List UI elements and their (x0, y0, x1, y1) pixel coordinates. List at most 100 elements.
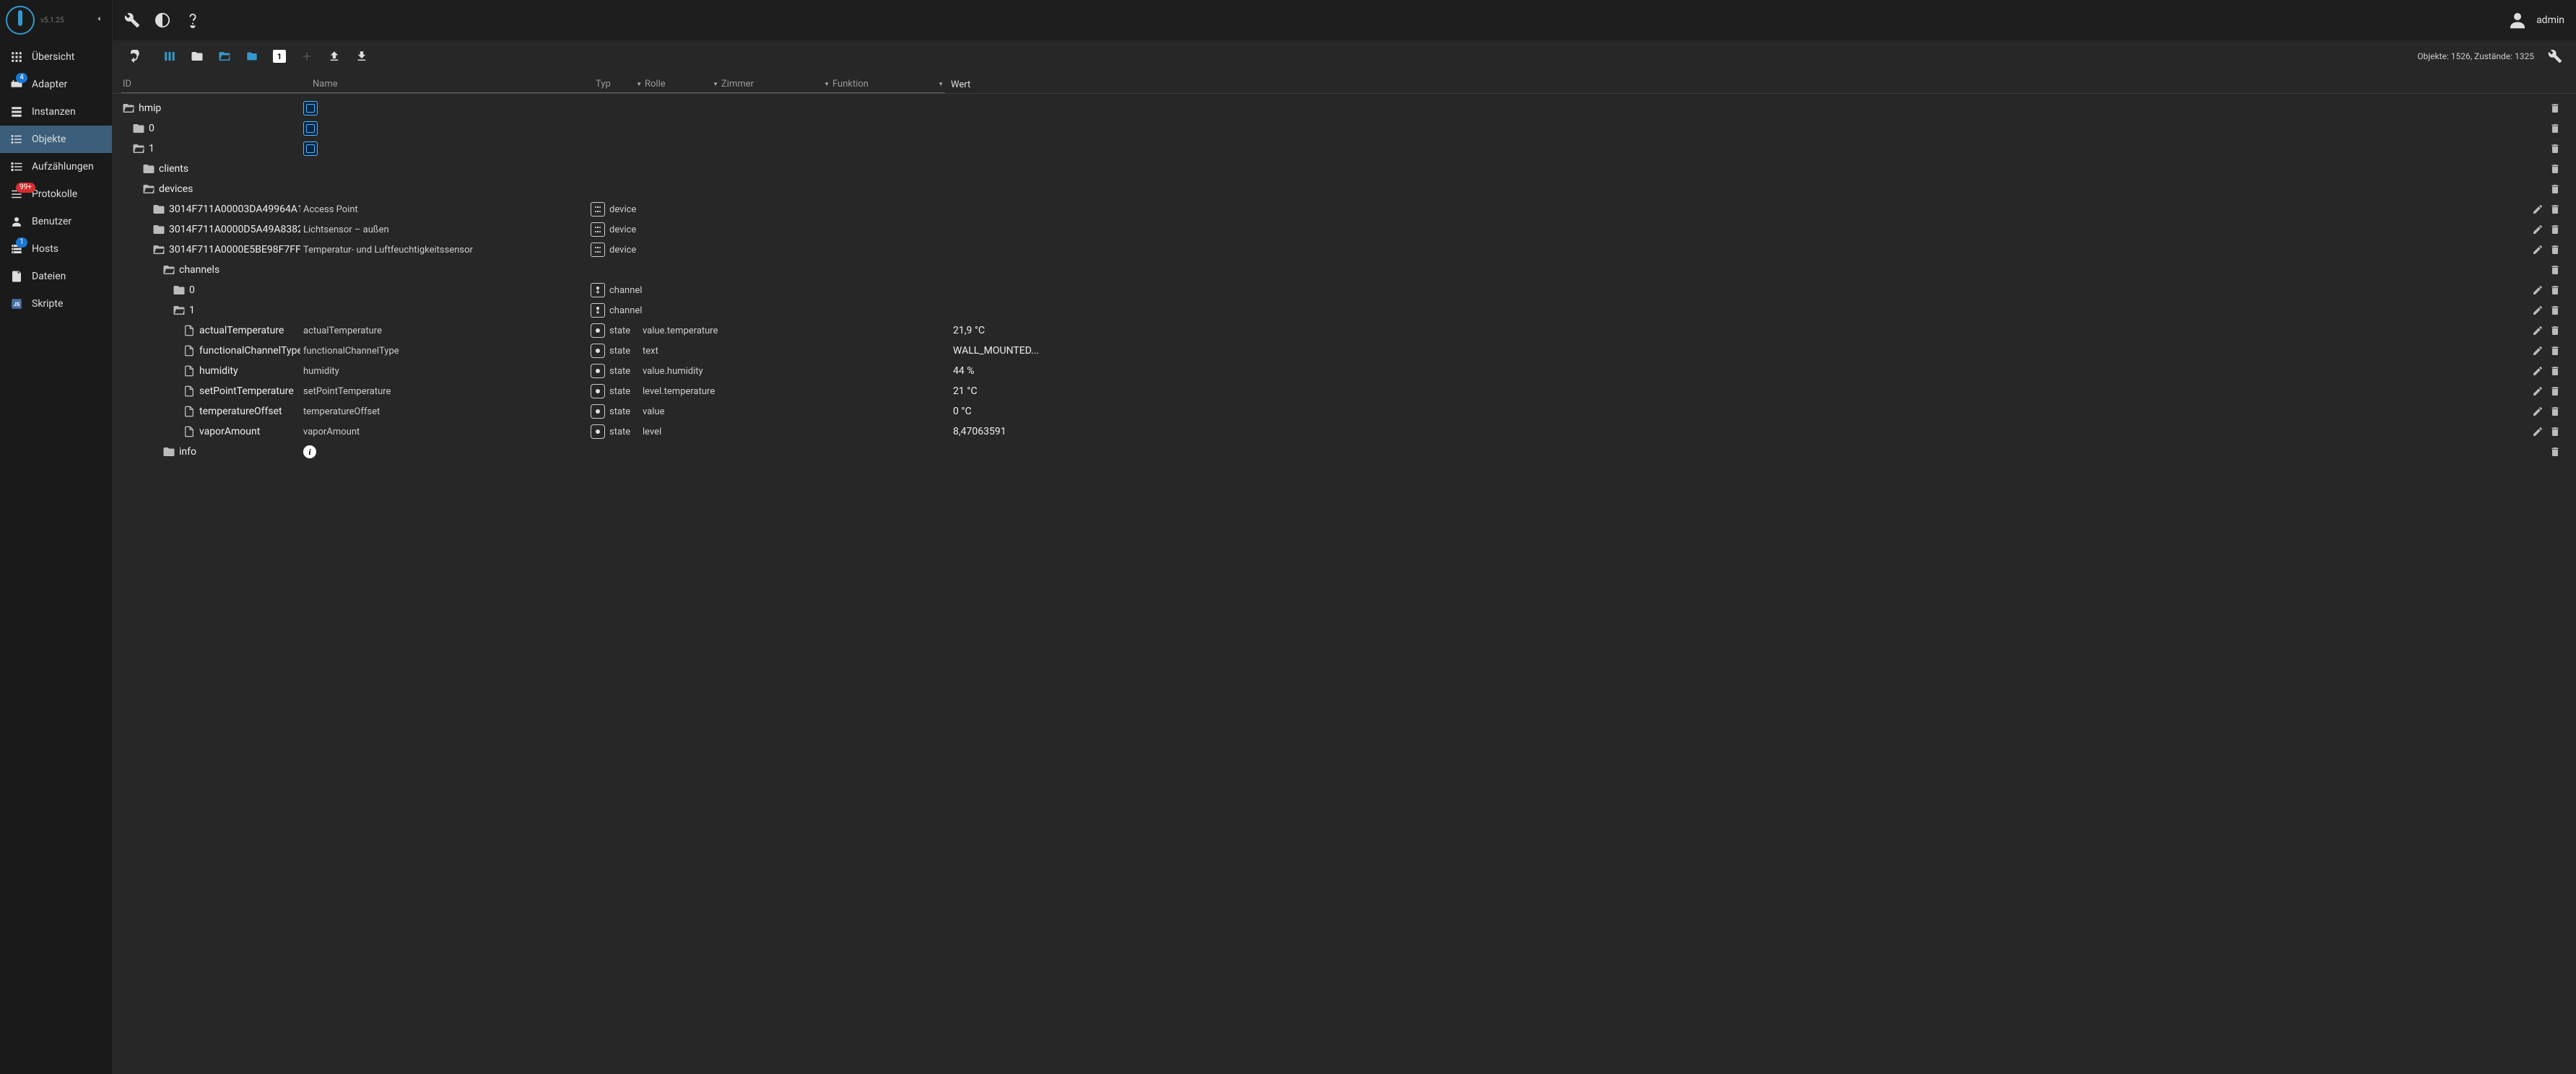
tree-row[interactable]: 1 (113, 139, 2570, 159)
delete-button[interactable] (2549, 385, 2562, 398)
upload-button[interactable] (322, 44, 347, 69)
tree-row[interactable]: 0 channel (113, 280, 2570, 300)
filter-row: ID Name Typ▼ Rolle▼ Zimmer▼ Funktion▼ We… (113, 72, 2576, 94)
wrench-icon[interactable] (124, 12, 140, 28)
tree-row[interactable]: 3014F711A0000E5BE98F7FF2 Temperatur- und… (113, 240, 2570, 260)
nav-list: ÜbersichtAdapter4InstanzenObjekteAufzähl… (0, 40, 112, 318)
folder-collapse-button[interactable] (240, 44, 264, 69)
tree-row[interactable]: channels (113, 260, 2570, 280)
tree-row[interactable]: 0 (113, 118, 2570, 139)
filter-zimmer[interactable]: Zimmer▼ (720, 76, 831, 93)
state-type-icon (591, 323, 605, 338)
columns-button[interactable] (157, 44, 182, 69)
delete-button[interactable] (2549, 425, 2562, 438)
nav-item-objekte[interactable]: Objekte (0, 126, 112, 153)
delete-button[interactable] (2549, 102, 2562, 115)
theme-icon[interactable] (155, 12, 170, 28)
filter-name[interactable]: Name (311, 76, 594, 93)
edit-button[interactable] (2531, 324, 2544, 337)
delete-button[interactable] (2549, 142, 2562, 155)
edit-button[interactable] (2531, 223, 2544, 236)
nav-item-skripte[interactable]: JSSkripte (0, 290, 112, 318)
delete-button[interactable] (2549, 284, 2562, 297)
filter-id[interactable]: ID (121, 76, 311, 93)
nav-label: Protokolle (32, 188, 77, 200)
delete-button[interactable] (2549, 364, 2562, 377)
row-id: 0 (189, 284, 195, 296)
filter-typ[interactable]: Typ▼ (594, 76, 643, 93)
add-button[interactable] (295, 44, 319, 69)
delete-button[interactable] (2549, 223, 2562, 236)
row-id: 3014F711A00003DA49964A1E (169, 204, 300, 215)
delete-button[interactable] (2549, 405, 2562, 418)
refresh-button[interactable] (121, 44, 146, 69)
delete-button[interactable] (2549, 304, 2562, 317)
nav-item-übersicht[interactable]: Übersicht (0, 43, 112, 71)
delete-button[interactable] (2549, 183, 2562, 196)
edit-button[interactable] (2531, 243, 2544, 256)
tree-row[interactable]: functionalChannelType functionalChannelT… (113, 341, 2570, 361)
sidebar: v5.1.25 ÜbersichtAdapter4InstanzenObjekt… (0, 0, 113, 1074)
delete-button[interactable] (2549, 203, 2562, 216)
download-button[interactable] (349, 44, 374, 69)
user-avatar-icon[interactable] (2506, 9, 2529, 32)
edit-button[interactable] (2531, 364, 2544, 377)
logo[interactable] (6, 6, 35, 35)
row-type: channel (609, 285, 642, 296)
folder-button[interactable] (185, 44, 209, 69)
row-role: value.humidity (643, 366, 703, 377)
row-role: level (643, 427, 661, 437)
nav-item-adapter[interactable]: Adapter4 (0, 71, 112, 98)
filter-funktion[interactable]: Funktion▼ (831, 76, 945, 93)
edit-button[interactable] (2531, 284, 2544, 297)
folder-icon (142, 162, 156, 176)
filter-rolle[interactable]: Rolle▼ (643, 76, 720, 93)
collapse-sidebar-button[interactable] (92, 12, 106, 29)
delete-button[interactable] (2549, 243, 2562, 256)
help-icon[interactable] (185, 12, 201, 28)
nav-item-hosts[interactable]: Hosts1 (0, 235, 112, 263)
nav-badge: 99+ (16, 183, 35, 193)
folder-icon (162, 445, 176, 459)
folder-open-button[interactable] (212, 44, 237, 69)
delete-button[interactable] (2549, 162, 2562, 175)
folder-open-icon (131, 141, 146, 156)
tree-row[interactable]: 3014F711A00003DA49964A1E Access Point de… (113, 199, 2570, 219)
edit-button[interactable] (2531, 385, 2544, 398)
tree-row[interactable]: clients (113, 159, 2570, 179)
nav-item-aufzählungen[interactable]: Aufzählungen (0, 153, 112, 180)
row-id: hmip (139, 102, 161, 114)
tree-row[interactable]: 3014F711A0000D5A49A83827 Lichtsensor – a… (113, 219, 2570, 240)
tree-row[interactable]: 1 channel (113, 300, 2570, 320)
delete-button[interactable] (2549, 263, 2562, 276)
tree-row[interactable]: vaporAmount vaporAmount state level 8,47… (113, 422, 2570, 442)
device-type-icon (591, 222, 605, 237)
edit-button[interactable] (2531, 344, 2544, 357)
tree-row[interactable]: hmip (113, 98, 2570, 118)
delete-button[interactable] (2549, 324, 2562, 337)
nav-item-instanzen[interactable]: Instanzen (0, 98, 112, 126)
nav-item-protokolle[interactable]: Protokolle99+ (0, 180, 112, 208)
tree-row[interactable]: humidity humidity state value.humidity 4… (113, 361, 2570, 381)
toggle-1-button[interactable]: 1 (267, 44, 292, 69)
delete-button[interactable] (2549, 344, 2562, 357)
nav-item-benutzer[interactable]: Benutzer (0, 208, 112, 235)
nav-item-dateien[interactable]: Dateien (0, 263, 112, 290)
edit-button[interactable] (2531, 203, 2544, 216)
settings-wrench-icon[interactable] (2543, 44, 2567, 69)
edit-button[interactable] (2531, 304, 2544, 317)
tree-row[interactable]: temperatureOffset temperatureOffset stat… (113, 401, 2570, 422)
tree-row[interactable]: actualTemperature actualTemperature stat… (113, 320, 2570, 341)
nav-label: Benutzer (32, 216, 71, 227)
delete-button[interactable] (2549, 122, 2562, 135)
tree-row[interactable]: devices (113, 179, 2570, 199)
tree-row[interactable]: info i (113, 442, 2570, 462)
edit-button[interactable] (2531, 405, 2544, 418)
device-type-icon (591, 243, 605, 257)
tree-row[interactable]: setPointTemperature setPointTemperature … (113, 381, 2570, 401)
row-name: temperatureOffset (303, 406, 380, 417)
delete-button[interactable] (2549, 445, 2562, 458)
edit-button[interactable] (2531, 425, 2544, 438)
channel-type-icon (591, 303, 605, 318)
row-value: 21 °C (953, 385, 978, 397)
